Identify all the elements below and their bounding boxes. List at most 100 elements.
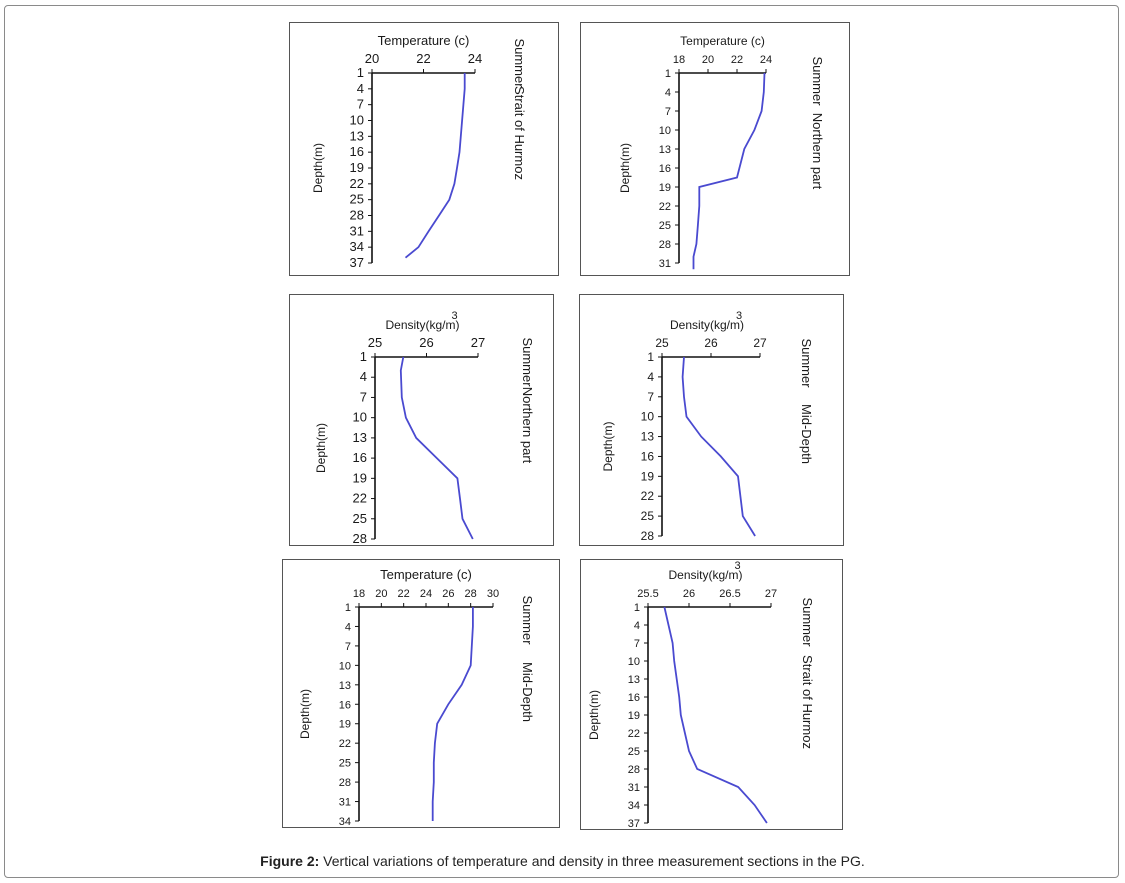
x-tick-label: 18 <box>673 54 685 66</box>
x-tick-label: 26.5 <box>719 588 740 600</box>
y-tick-label: 31 <box>659 258 671 270</box>
y-tick-label: 34 <box>350 239 364 254</box>
y-tick-label: 25 <box>339 758 351 770</box>
figure-frame <box>4 5 1119 878</box>
chart-svg: Density(kg/m)3 25 26 27 1 4 7 10 13 16 19 22 25 28 Dep… <box>601 310 814 543</box>
y-tick-label: 28 <box>353 531 367 545</box>
profile-line <box>681 356 756 537</box>
y-tick-label: 22 <box>641 489 655 503</box>
x-tick-label: 27 <box>471 335 485 350</box>
y-tick-label: 19 <box>339 719 351 731</box>
season-label: Summer <box>512 38 527 88</box>
chart-panel-density-northern-part: Density(kg/m) 3 25 26 27 1 4 7 10 13 16 19 22 25 28 Dep… <box>289 294 554 546</box>
y-tick-label: 16 <box>350 144 364 159</box>
y-tick-label: 16 <box>353 450 367 465</box>
y-tick-label: 16 <box>339 699 351 711</box>
y-tick-label: 13 <box>628 674 640 686</box>
y-tick-label: 28 <box>350 208 364 223</box>
y-tick-label: 28 <box>641 529 655 543</box>
y-tick-label: 28 <box>628 764 640 776</box>
y-tick-label: 22 <box>659 201 671 213</box>
profile-line <box>692 72 766 270</box>
y-tick-label: 4 <box>345 621 351 633</box>
x-axis-title: Density(kg/m) <box>385 318 459 332</box>
x-tick-label: 18 <box>353 588 365 600</box>
y-tick-label: 22 <box>628 728 640 740</box>
y-tick-label: 7 <box>634 638 640 650</box>
x-axis-title: Density(kg/m) <box>668 568 742 582</box>
y-tick-label: 10 <box>350 113 364 128</box>
y-tick-label: 34 <box>339 816 351 827</box>
y-tick-label: 4 <box>357 81 364 96</box>
y-tick-label: 25 <box>628 746 640 758</box>
x-tick-label: 26 <box>419 335 433 350</box>
x-axis-title-superscript: 3 <box>736 310 742 322</box>
y-tick-label: 22 <box>353 491 367 506</box>
y-tick-label: 22 <box>350 176 364 191</box>
x-axis-title: Density(kg/m) <box>670 318 744 332</box>
y-tick-label: 16 <box>628 692 640 704</box>
x-tick-label: 22 <box>398 588 410 600</box>
profile-line <box>431 607 474 821</box>
y-tick-label: 13 <box>339 680 351 692</box>
y-tick-label: 1 <box>360 349 367 364</box>
y-tick-label: 1 <box>634 602 640 614</box>
y-tick-label: 7 <box>665 106 671 118</box>
x-tick-label: 22 <box>731 54 743 66</box>
chart-panel-density-mid-depth: Density(kg/m) 3 25 26 27 1 4 7 10 13 16 19 22 25 28 Dep… <box>579 294 844 546</box>
y-tick-label: 4 <box>665 87 671 99</box>
x-tick-label: 20 <box>365 51 379 66</box>
y-tick-label: 19 <box>659 182 671 194</box>
chart-svg: Temperature (c)20 22 241471013161922252831… <box>311 33 527 270</box>
x-tick-label: 26 <box>683 588 695 600</box>
x-tick-label: 24 <box>420 588 432 600</box>
season-label: Summer <box>520 595 535 645</box>
y-tick-label: 19 <box>350 160 364 175</box>
y-tick-label: 10 <box>641 410 655 424</box>
region-label: Strait of Hurmoz <box>800 655 815 749</box>
x-tick-label: 26 <box>704 336 718 350</box>
y-axis-title: Depth(m) <box>298 689 312 739</box>
y-tick-label: 10 <box>628 656 640 668</box>
chart-svg: Density(kg/m)3 25 26 27 1 4 7 10 13 16 19 22 25 28 Dep… <box>314 310 535 545</box>
x-tick-label: 25.5 <box>637 588 658 600</box>
x-tick-label: 24 <box>468 51 482 66</box>
y-tick-label: 25 <box>350 192 364 207</box>
profile-line <box>663 606 768 824</box>
y-tick-label: 7 <box>357 97 364 112</box>
x-tick-label: 25 <box>655 336 669 350</box>
y-tick-label: 16 <box>641 449 655 463</box>
y-tick-label: 31 <box>339 797 351 809</box>
profile-line <box>404 73 466 259</box>
y-tick-label: 25 <box>659 220 671 232</box>
x-tick-label: 26 <box>442 588 454 600</box>
y-tick-label: 19 <box>353 470 367 485</box>
y-tick-label: 7 <box>345 641 351 653</box>
x-tick-label: 25 <box>368 335 382 350</box>
y-tick-label: 25 <box>641 509 655 523</box>
y-tick-label: 19 <box>641 469 655 483</box>
y-axis-title: Depth(m) <box>618 143 632 193</box>
season-label: Summer <box>520 337 535 387</box>
x-tick-label: 20 <box>375 588 387 600</box>
y-tick-label: 31 <box>350 223 364 238</box>
region-label: Northern part <box>520 387 535 464</box>
x-axis-title: Temperature (c) <box>378 33 470 48</box>
profile-line <box>399 356 474 540</box>
x-tick-label: 24 <box>760 54 772 66</box>
y-tick-label: 10 <box>353 410 367 425</box>
y-tick-label: 13 <box>353 430 367 445</box>
x-tick-label: 28 <box>465 588 477 600</box>
y-tick-label: 7 <box>647 390 654 404</box>
region-label: Strait of Hurmoz <box>512 86 527 180</box>
chart-svg: Density(kg/m)3 25.5 26 26.5 27 1 4 7 10 13 16 19 22 2… <box>587 560 815 829</box>
y-tick-label: 37 <box>350 255 364 270</box>
y-tick-label: 4 <box>360 369 367 384</box>
x-tick-label: 27 <box>753 336 767 350</box>
region-label: Mid-Depth <box>799 404 814 464</box>
y-tick-label: 13 <box>350 128 364 143</box>
figure-caption: Figure 2: Vertical variations of tempera… <box>0 853 1125 869</box>
y-tick-label: 22 <box>339 738 351 750</box>
y-tick-label: 37 <box>628 818 640 829</box>
x-axis-title-superscript: 3 <box>451 310 457 322</box>
